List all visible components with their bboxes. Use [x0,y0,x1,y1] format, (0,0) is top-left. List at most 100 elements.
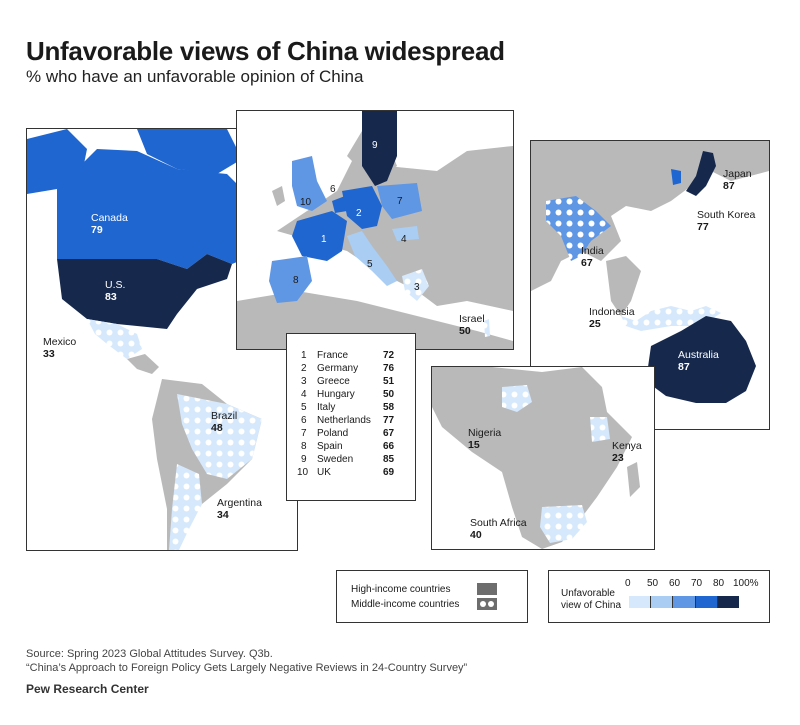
row-value: 50 [383,389,395,400]
france-map-number: 1 [321,234,327,245]
row-country: Italy [317,402,336,413]
india-shape [546,196,611,261]
africa-map [432,367,640,549]
indonesia-label: Indonesia 25 [589,306,635,330]
brazil-shape [177,394,262,479]
us-value: 83 [105,291,117,303]
row-index: 5 [301,402,307,413]
row-index: 8 [301,441,307,452]
south-korea-shape [671,169,681,185]
table-row: 8 Spain 66 [287,441,415,453]
middle-income-swatch [477,598,497,610]
mexico-label: Mexico 33 [43,336,76,360]
hungary-map-number: 4 [401,234,407,245]
indonesia-value: 25 [589,318,601,330]
row-country: Poland [317,428,349,439]
india-label: India 67 [581,245,604,269]
scale-segment-0-50 [629,596,652,608]
scale-legend-label: Unfavorable view of China [561,588,621,612]
israel-label: Israel 50 [459,313,485,337]
scale-tick-0: 0 [625,578,631,589]
high-income-swatch [477,583,497,595]
scale-legend: Unfavorable view of China 0 50 60 70 80 … [548,570,770,623]
high-income-label: High-income countries [351,584,451,595]
scale-tick-80: 80 [713,578,725,589]
row-country: Greece [317,376,350,387]
argentina-name: Argentina [217,497,262,509]
south-africa-name: South Africa [470,517,527,529]
israel-value: 50 [459,325,471,337]
australia-name: Australia [678,349,719,361]
kenya-value: 23 [612,452,624,464]
row-value: 72 [383,350,395,361]
row-country: Hungary [317,389,355,400]
europe-land-shape [277,146,513,311]
poland-map-number: 7 [397,196,403,207]
canada-label: Canada 79 [91,212,128,236]
netherlands-map-number: 6 [330,184,336,195]
row-index: 7 [301,428,307,439]
us-shape [57,254,232,329]
kenya-shape [590,417,610,442]
australia-shape [646,316,756,403]
asia-map [531,141,769,403]
row-index: 10 [297,467,309,478]
argentina-label: Argentina 34 [217,497,262,521]
poland-shape [377,183,422,219]
scale-tick-70: 70 [691,578,703,589]
nigeria-label: Nigeria 15 [468,427,501,451]
scale-segment-60-70 [673,596,696,608]
row-index: 9 [301,454,307,465]
uk-shape [292,156,327,211]
dot-icon [488,601,494,607]
nigeria-name: Nigeria [468,427,502,439]
india-value: 67 [581,257,593,269]
canada-shape [57,149,257,269]
africa-land-shape [432,367,632,549]
page-title: Unfavorable views of China widespread [26,36,505,66]
table-row: 3 Greece 51 [287,376,415,388]
table-row: 4 Hungary 50 [287,389,415,401]
australia-value: 87 [678,361,690,373]
europe-country-table: 1 France 72 2 Germany 76 3 Greece 51 4 Hungary 5… [286,333,416,501]
table-row: 10 UK 69 [287,467,415,479]
south-africa-label: South Africa 40 [470,517,527,541]
table-row: 1 France 72 [287,350,415,362]
row-country: UK [317,467,331,478]
brazil-name: Brazil [211,410,238,422]
argentina-shape [169,464,202,550]
canada-name: Canada [91,212,128,224]
row-value: 69 [383,467,395,478]
row-value: 76 [383,363,395,374]
row-index: 6 [301,415,307,426]
mexico-value: 33 [43,348,55,360]
kenya-name: Kenya [612,440,642,452]
spain-shape [269,256,312,303]
mexico-name: Mexico [43,336,77,348]
source-line-2: “China’s Approach to Foreign Policy Gets… [26,662,468,674]
italy-map-number: 5 [367,259,373,270]
argentina-value: 34 [217,509,229,521]
dot-icon [480,601,486,607]
scale-segment-70-80 [695,596,718,608]
netherlands-shape [332,196,347,213]
middle-income-label: Middle-income countries [351,599,460,610]
japan-shape [686,151,716,196]
nigeria-value: 15 [468,439,480,451]
south-africa-value: 40 [470,529,482,541]
nigeria-shape [502,385,532,412]
south-korea-value: 77 [697,221,709,233]
row-country: France [317,350,349,361]
italy-shape [347,231,397,286]
greece-map-number: 3 [414,282,420,293]
hungary-shape [392,226,419,241]
scale-bar [629,596,740,608]
row-value: 67 [383,428,395,439]
row-index: 1 [301,350,307,361]
row-value: 77 [383,415,395,426]
americas-map [27,129,297,550]
us-label: U.S. 83 [105,279,125,303]
row-country: Spain [317,441,343,452]
south-korea-name: South Korea [697,209,756,221]
row-value: 58 [383,402,395,413]
